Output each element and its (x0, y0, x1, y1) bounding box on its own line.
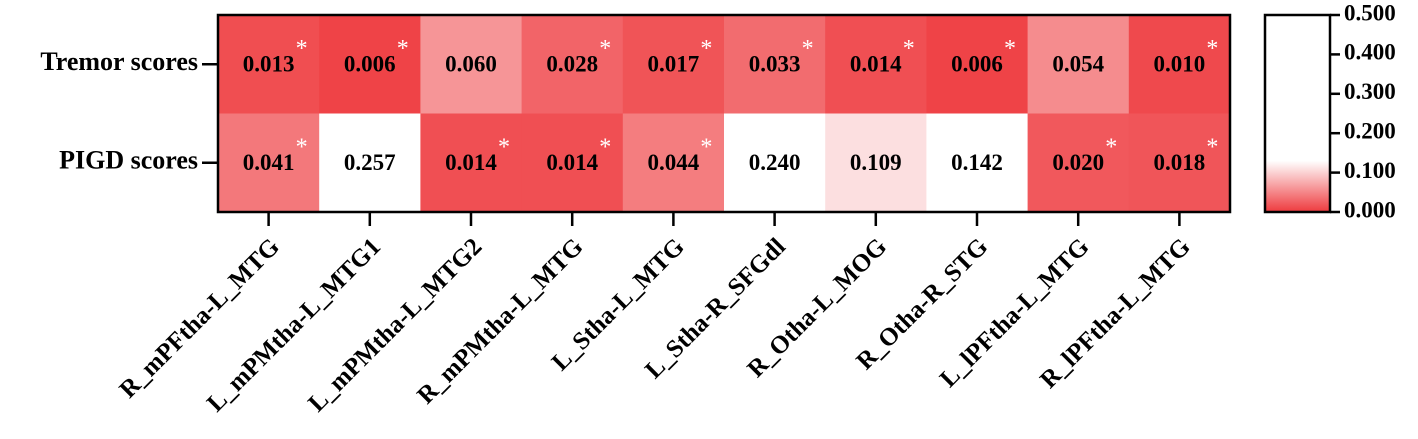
heatmap-frame (216, 13, 1232, 214)
heatmap-cell (1128, 15, 1231, 114)
significance-marker: * (599, 36, 611, 62)
significance-marker: * (296, 36, 308, 62)
cell-value-label: 0.014 (546, 150, 598, 175)
row-label: Tremor scores (40, 47, 198, 76)
cell-value-label: 0.142 (951, 150, 1003, 175)
significance-marker: * (1105, 134, 1117, 160)
heatmap-cell (319, 15, 421, 114)
colorbar (1263, 13, 1332, 214)
significance-marker: * (700, 134, 712, 160)
significance-marker: * (397, 36, 409, 62)
cell-value-label: 0.054 (1052, 52, 1104, 77)
colorbar-tick-label: 0.400 (1344, 40, 1396, 65)
heatmap-cell (218, 15, 320, 114)
column-label: L_mPMtha-L_MTG1 (202, 233, 386, 417)
heatmap-cell (420, 113, 523, 213)
heatmap-cell (825, 15, 927, 114)
heatmap-cell (622, 15, 725, 114)
row-label: PIGD scores (59, 146, 198, 175)
colorbar-tick-label: 0.000 (1344, 197, 1396, 222)
significance-marker: * (296, 134, 308, 160)
cell-value-label: 0.044 (648, 150, 700, 175)
cell-value-label: 0.017 (648, 52, 700, 77)
heatmap-cell (825, 113, 927, 213)
colorbar-tick-label: 0.500 (1344, 0, 1396, 25)
heatmap-cell (926, 113, 1029, 213)
heatmap-cell (420, 15, 523, 114)
heatmap-cell (218, 113, 320, 213)
significance-marker: * (498, 134, 510, 160)
heatmap-cell (521, 113, 624, 213)
cell-value-label: 0.018 (1154, 150, 1206, 175)
column-label: R_mPMtha-L_MTG (412, 233, 588, 409)
column-label: L_mPMtha-L_MTG2 (303, 233, 487, 417)
heatmap-cell (1027, 113, 1130, 213)
colorbar-tick-label: 0.200 (1344, 118, 1396, 143)
heatmap-cell (724, 113, 826, 213)
significance-marker: * (1004, 36, 1016, 62)
heatmap-cell (1027, 15, 1130, 114)
significance-marker: * (1206, 134, 1218, 160)
cell-value-label: 0.010 (1154, 52, 1206, 77)
significance-marker: * (903, 36, 915, 62)
significance-marker: * (802, 36, 814, 62)
heatmap-cell (724, 15, 826, 114)
significance-marker: * (700, 36, 712, 62)
cell-value-label: 0.240 (749, 150, 801, 175)
heatmap-cell (926, 15, 1029, 114)
colorbar-tick-label: 0.100 (1344, 158, 1396, 183)
heatmap-cell (1128, 113, 1231, 213)
cell-value-label: 0.006 (344, 52, 396, 77)
colorbar-tick-label: 0.300 (1344, 79, 1396, 104)
cell-value-label: 0.013 (243, 52, 295, 77)
cell-value-label: 0.060 (445, 52, 497, 77)
cell-value-label: 0.028 (546, 52, 598, 77)
heatmap-cell (622, 113, 725, 213)
cell-value-label: 0.109 (850, 150, 902, 175)
cell-value-label: 0.014 (445, 150, 497, 175)
cell-value-label: 0.020 (1052, 150, 1104, 175)
cell-value-label: 0.257 (344, 150, 396, 175)
cell-value-label: 0.006 (951, 52, 1003, 77)
heatmap-cell (319, 113, 421, 213)
cell-value-label: 0.033 (749, 52, 801, 77)
cell-value-label: 0.041 (243, 150, 295, 175)
cell-value-label: 0.014 (850, 52, 902, 77)
significance-marker: * (1206, 36, 1218, 62)
heatmap-cell (521, 15, 624, 114)
significance-marker: * (599, 134, 611, 160)
